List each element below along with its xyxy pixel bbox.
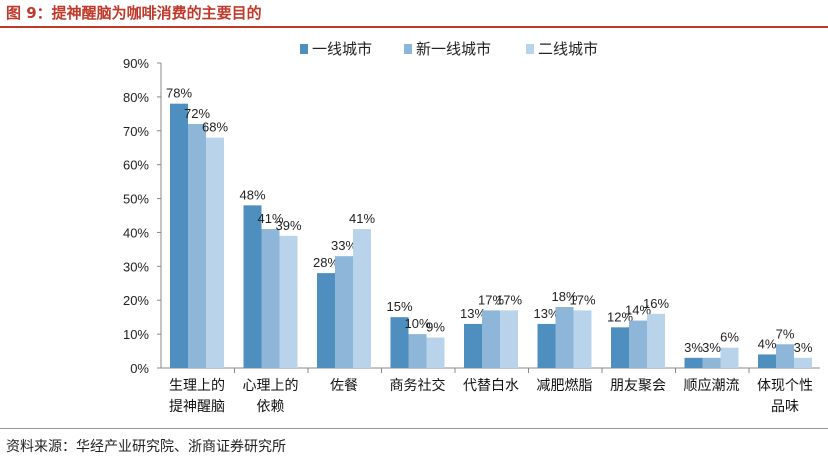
data-label: 16% — [643, 296, 669, 311]
bar — [243, 205, 262, 368]
category-label: 提神醒脑 — [169, 399, 225, 415]
data-label: 13% — [533, 306, 559, 321]
bar — [537, 323, 556, 368]
bar — [317, 273, 335, 368]
category-label: 代替白水 — [463, 378, 519, 394]
title-divider — [0, 26, 828, 28]
data-label: 4% — [758, 336, 777, 351]
category-label: 依赖 — [257, 399, 285, 415]
category-label: 佐餐 — [330, 378, 358, 394]
data-label: 41% — [349, 211, 375, 226]
bar — [426, 337, 445, 368]
bar — [629, 320, 647, 368]
legend-label: 二线城市 — [538, 40, 598, 58]
legend-swatch — [526, 44, 534, 54]
category-label: 商务社交 — [390, 377, 446, 394]
y-tick-label: 60% — [123, 158, 149, 173]
bar — [794, 357, 812, 368]
bar — [170, 103, 188, 369]
data-label: 17% — [478, 292, 504, 307]
data-label: 48% — [239, 187, 265, 202]
source-note: 资料来源：华经产业研究院、浙商证券研究所 — [6, 439, 286, 455]
source-divider — [0, 428, 828, 429]
category-label: 品味 — [771, 399, 799, 415]
data-label: 14% — [625, 303, 651, 318]
figure-title: 图 9：提神醒脑为咖啡消费的主要目的 — [6, 4, 262, 22]
data-label: 7% — [776, 326, 795, 341]
bar — [279, 235, 298, 368]
bar — [611, 327, 629, 368]
bar — [390, 317, 409, 368]
bar — [720, 347, 739, 368]
data-label: 10% — [404, 316, 430, 331]
bar — [684, 357, 703, 368]
y-tick-label: 50% — [123, 192, 149, 207]
bar — [555, 307, 574, 368]
y-tick-label: 40% — [123, 225, 149, 240]
y-tick-label: 70% — [123, 124, 149, 139]
bar — [482, 310, 500, 368]
data-label: 12% — [607, 309, 633, 324]
bar — [261, 229, 280, 368]
data-label: 68% — [202, 120, 228, 135]
legend-label: 一线城市 — [312, 40, 372, 58]
data-label: 3% — [702, 340, 721, 355]
data-label: 78% — [166, 86, 192, 101]
data-label: 28% — [313, 255, 339, 270]
category-label: 体现个性 — [757, 378, 813, 394]
legend-swatch — [300, 44, 308, 54]
data-label: 6% — [720, 330, 739, 345]
bar — [500, 310, 518, 368]
bar — [335, 256, 353, 368]
data-label: 15% — [386, 299, 412, 314]
data-label: 3% — [794, 340, 813, 355]
category-label: 顺应潮流 — [684, 377, 740, 394]
y-tick-label: 0% — [130, 361, 149, 376]
y-tick-label: 80% — [123, 90, 149, 105]
y-tick-label: 20% — [123, 293, 149, 308]
bar — [573, 310, 592, 368]
category-label: 减肥燃脂 — [537, 377, 593, 394]
y-tick-label: 30% — [123, 259, 149, 274]
legend-swatch — [404, 44, 412, 54]
data-label: 13% — [460, 306, 486, 321]
data-label: 41% — [257, 211, 283, 226]
category-label: 生理上的 — [169, 378, 225, 394]
data-label: 9% — [426, 320, 445, 335]
data-label: 17% — [569, 292, 595, 307]
y-tick-label: 10% — [123, 327, 149, 342]
bar — [188, 124, 206, 368]
data-label: 17% — [496, 292, 522, 307]
data-label: 3% — [684, 340, 703, 355]
bar — [464, 323, 482, 368]
data-label: 72% — [184, 106, 210, 121]
category-label: 朋友聚会 — [610, 378, 666, 394]
bar — [702, 357, 721, 368]
legend-label: 新一线城市 — [416, 40, 491, 58]
bar — [408, 334, 427, 368]
bar — [776, 344, 794, 368]
bar — [353, 229, 371, 368]
bar — [647, 313, 665, 368]
data-label: 39% — [275, 218, 301, 233]
bar — [206, 137, 224, 368]
category-label: 心理上的 — [243, 378, 299, 394]
y-tick-label: 90% — [123, 56, 149, 71]
data-label: 18% — [551, 289, 577, 304]
data-label: 33% — [331, 238, 357, 253]
bar — [758, 354, 776, 368]
